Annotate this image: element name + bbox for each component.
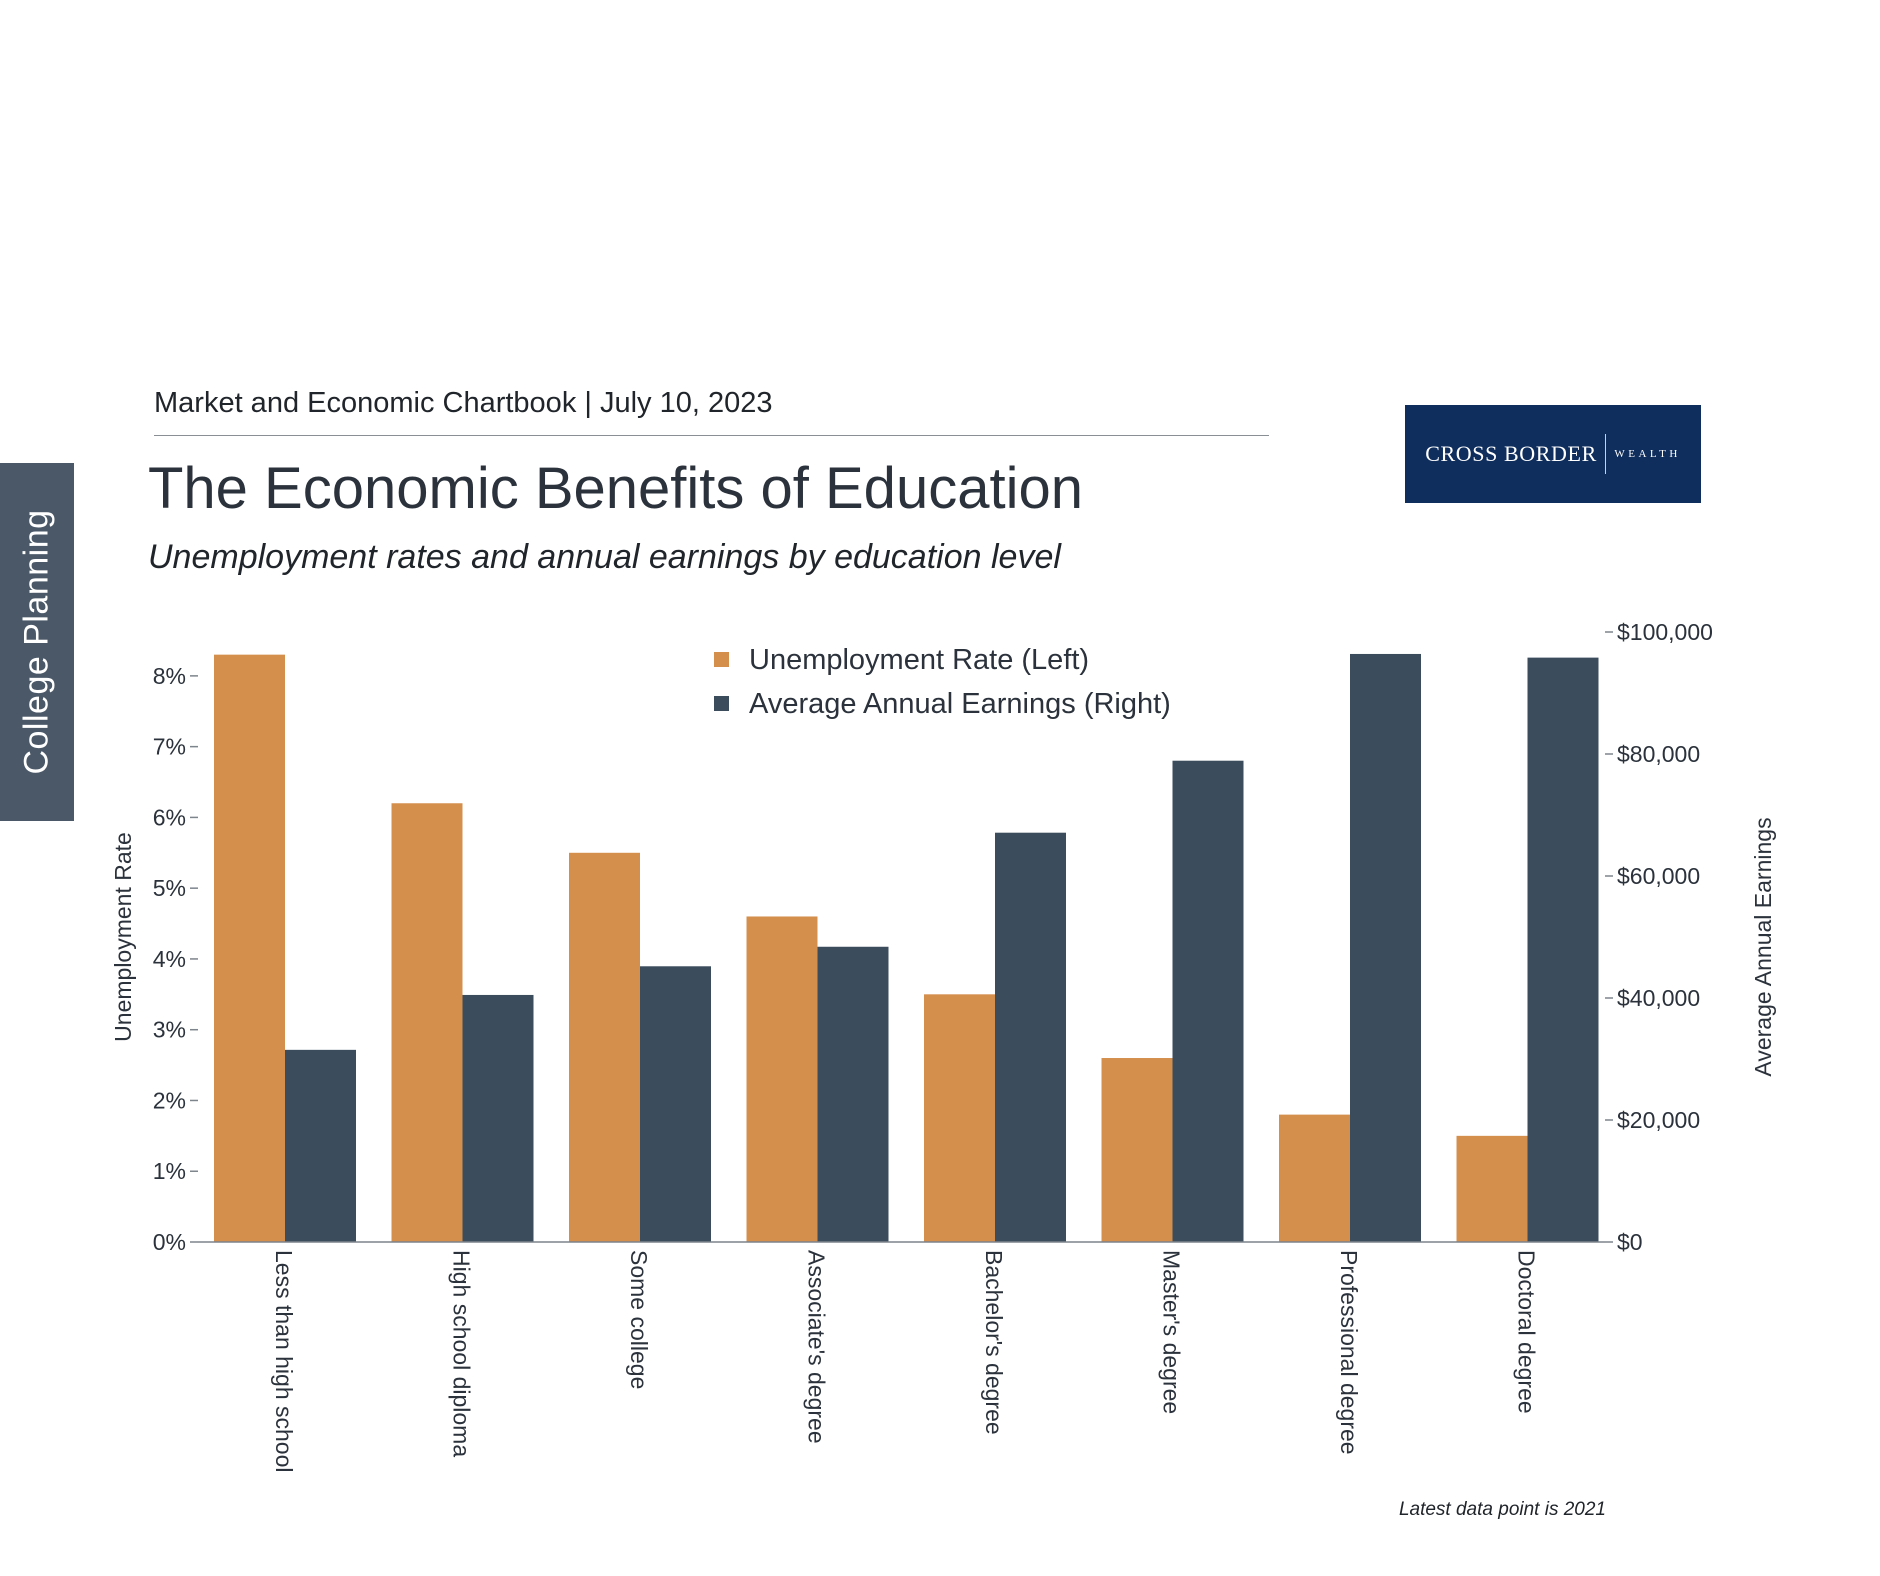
logo-sub-text: WEALTH xyxy=(1614,448,1681,460)
earnings-bar xyxy=(285,1049,356,1242)
category-label: Master's degree xyxy=(1159,1250,1185,1414)
right-axis-tick-label: $100,000 xyxy=(1617,619,1713,645)
section-side-tab: College Planning xyxy=(0,463,74,821)
category-label: Associate's degree xyxy=(804,1250,830,1444)
left-axis-tick-label: 0% xyxy=(153,1229,186,1255)
logo-divider xyxy=(1604,434,1607,474)
legend-swatch xyxy=(714,696,729,711)
left-axis-tick-label: 6% xyxy=(153,804,186,830)
right-axis-tick-label: $20,000 xyxy=(1617,1107,1700,1133)
report-date-line: Market and Economic Chartbook | July 10,… xyxy=(154,387,773,419)
legend-label: Unemployment Rate (Left) xyxy=(749,644,1089,676)
earnings-bar xyxy=(817,946,889,1242)
left-axis-title: Unemployment Rate xyxy=(110,832,136,1042)
left-axis-tick-label: 8% xyxy=(153,663,186,689)
unemployment-bar xyxy=(1456,1135,1528,1242)
category-label: Professional degree xyxy=(1336,1250,1362,1455)
header-divider xyxy=(154,435,1269,436)
right-axis-tick-label: $60,000 xyxy=(1617,863,1700,889)
left-axis-tick-label: 1% xyxy=(153,1158,186,1184)
legend-label: Average Annual Earnings (Right) xyxy=(749,688,1171,720)
data-footnote: Latest data point is 2021 xyxy=(1398,1499,1606,1520)
unemployment-bar xyxy=(1101,1058,1173,1242)
left-axis-tick-label: 3% xyxy=(153,1017,186,1043)
unemployment-bar xyxy=(391,803,463,1242)
logo-main-text: CROSS BORDER xyxy=(1425,441,1597,466)
right-axis-tick-label: $40,000 xyxy=(1617,985,1700,1011)
earnings-bar xyxy=(995,832,1066,1242)
category-label: Doctoral degree xyxy=(1514,1250,1540,1414)
unemployment-bar xyxy=(569,852,640,1242)
company-logo: CROSS BORDER WEALTH xyxy=(1405,405,1701,503)
left-axis-tick-label: 5% xyxy=(153,875,186,901)
category-label: Bachelor's degree xyxy=(981,1250,1007,1435)
right-axis-tick-label: $80,000 xyxy=(1617,741,1700,767)
left-axis-tick-label: 4% xyxy=(153,946,186,972)
category-label: Less than high school xyxy=(271,1250,297,1473)
chart-subtitle: Unemployment rates and annual earnings b… xyxy=(148,538,1061,576)
unemployment-bar xyxy=(924,994,995,1242)
left-axis-tick-label: 7% xyxy=(153,734,186,760)
earnings-bar xyxy=(462,994,534,1242)
earnings-bar xyxy=(1350,653,1421,1242)
right-axis-title: Average Annual Earnings xyxy=(1750,817,1776,1076)
earnings-bar xyxy=(1172,760,1244,1242)
left-axis-tick-label: 2% xyxy=(153,1087,186,1113)
legend-swatch xyxy=(714,652,729,667)
earnings-bar xyxy=(1527,657,1599,1242)
unemployment-bar xyxy=(746,916,818,1242)
unemployment-bar xyxy=(1279,1114,1350,1242)
unemployment-bar xyxy=(214,654,285,1242)
category-label: Some college xyxy=(626,1250,652,1389)
chart-title: The Economic Benefits of Education xyxy=(148,456,1083,521)
category-label: High school diploma xyxy=(449,1250,475,1457)
earnings-bar xyxy=(640,966,711,1242)
right-axis-tick-label: $0 xyxy=(1617,1229,1643,1255)
